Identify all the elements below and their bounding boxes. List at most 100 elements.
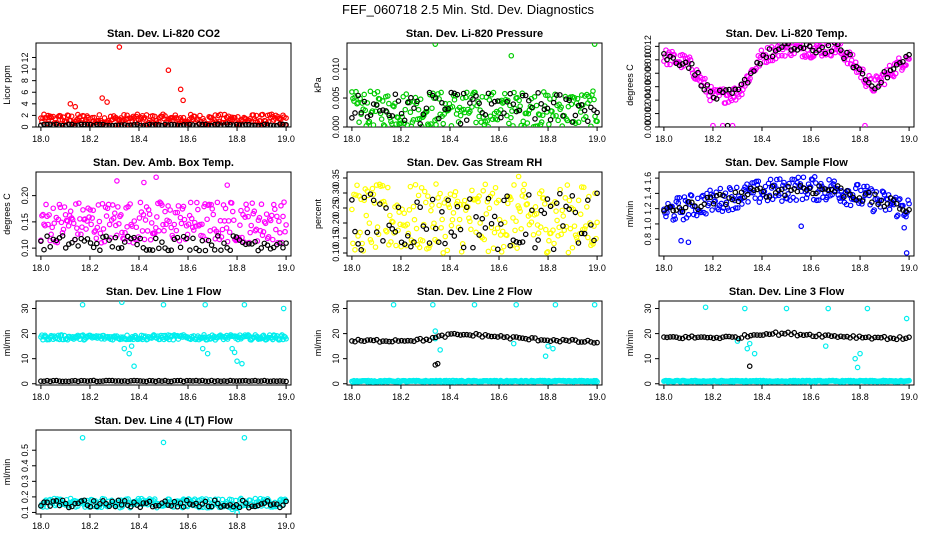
data-point <box>401 338 408 344</box>
data-point <box>672 216 678 222</box>
panel-1: Stan. Dev. Li-820 CO2 Licor ppm 18.0 18.2 18… <box>2 28 295 144</box>
data-point <box>149 247 156 253</box>
data-point <box>896 206 903 212</box>
data-point <box>428 121 434 127</box>
data-point <box>140 212 147 218</box>
data-point <box>560 336 566 343</box>
data-point <box>97 230 104 237</box>
x-tick-label: 18.6 <box>179 392 197 402</box>
data-point <box>237 222 243 229</box>
data-point <box>74 225 80 231</box>
data-point <box>134 377 140 384</box>
data-point <box>183 122 190 127</box>
data-point <box>199 237 206 244</box>
data-point <box>720 192 726 199</box>
data-point <box>100 378 106 384</box>
data-point <box>115 378 122 384</box>
data-point <box>59 497 66 504</box>
data-point <box>56 201 63 208</box>
data-point <box>490 89 497 96</box>
data-point <box>819 186 825 193</box>
y-tick-label: 4 <box>20 101 30 106</box>
data-point <box>41 499 47 506</box>
data-point <box>558 104 564 110</box>
data-point <box>812 180 819 186</box>
data-point <box>454 91 461 98</box>
data-point <box>370 122 377 127</box>
data-point <box>530 231 537 238</box>
data-point <box>547 116 554 123</box>
x-tick-label: 18.6 <box>490 392 508 402</box>
x-tick-label: 18.6 <box>490 263 508 273</box>
data-point <box>380 107 386 113</box>
data-point <box>221 122 227 127</box>
data-point <box>53 377 60 384</box>
data-point <box>753 178 760 185</box>
y-tick-label: 0.000 <box>643 116 653 139</box>
data-point <box>429 196 436 203</box>
data-point <box>872 191 878 198</box>
outlier-point <box>126 350 132 357</box>
data-point <box>402 106 409 113</box>
data-point <box>349 338 355 344</box>
data-point <box>426 89 433 96</box>
data-point <box>75 243 81 249</box>
data-point <box>197 112 203 119</box>
data-point <box>190 235 196 242</box>
data-point <box>283 115 289 121</box>
outlier-point <box>513 301 519 308</box>
data-point <box>575 119 582 126</box>
data-point <box>744 191 751 198</box>
data-point <box>168 224 174 231</box>
data-point <box>758 47 765 54</box>
data-point <box>162 498 168 504</box>
data-point <box>385 93 391 99</box>
data-point <box>106 122 112 127</box>
data-point <box>592 378 598 385</box>
data-point <box>177 122 184 127</box>
data-point <box>146 377 153 384</box>
data-point <box>566 338 572 344</box>
data-point <box>165 502 171 508</box>
data-point <box>844 60 851 67</box>
data-point <box>425 121 431 127</box>
outlier-point <box>231 349 238 356</box>
data-point <box>872 334 878 341</box>
data-point <box>43 201 49 208</box>
data-point <box>87 206 93 213</box>
data-point <box>38 238 44 244</box>
data-point <box>786 180 792 187</box>
data-point <box>202 378 209 384</box>
data-point <box>553 337 560 344</box>
data-point <box>72 201 79 207</box>
data-point <box>727 186 734 193</box>
y-tick-label: 0 <box>20 381 30 386</box>
data-point <box>235 113 241 120</box>
data-point <box>196 378 202 384</box>
data-point <box>835 192 842 198</box>
data-point <box>810 333 816 340</box>
data-point <box>210 211 217 218</box>
data-point <box>906 334 912 340</box>
data-point <box>395 204 402 211</box>
data-point <box>280 121 286 127</box>
data-point <box>202 121 209 127</box>
data-point <box>524 201 531 207</box>
data-point <box>794 332 801 339</box>
data-point <box>555 117 561 124</box>
data-point <box>178 220 185 227</box>
data-point <box>361 197 368 204</box>
data-point <box>513 108 520 115</box>
data-point <box>591 340 597 346</box>
outlier-point <box>903 250 910 256</box>
data-point <box>519 239 526 245</box>
data-point <box>473 213 479 220</box>
data-point <box>578 230 585 237</box>
data-point <box>111 210 118 216</box>
plot-frame <box>658 42 915 128</box>
data-point <box>689 60 695 67</box>
data-point <box>673 334 680 340</box>
data-point <box>562 195 569 201</box>
x-tick-label: 19.0 <box>277 521 295 531</box>
y-tick-label: 0.5 <box>20 444 30 457</box>
